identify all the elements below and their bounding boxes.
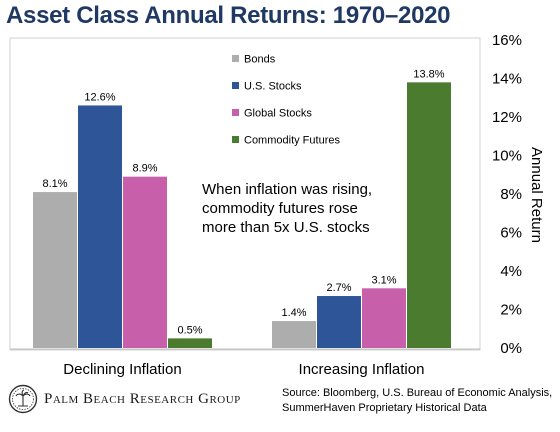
annotation-line: commodity futures rose	[202, 200, 358, 217]
y-tick-label: 10%	[492, 148, 522, 165]
bar-u-s-stocks	[78, 105, 122, 348]
y-tick-label: 8%	[500, 186, 522, 203]
legend-entry: Commodity Futures	[244, 135, 340, 147]
y-tick-label: 6%	[500, 225, 522, 242]
y-tick-label: 0%	[500, 340, 522, 357]
brand-name: Palm Beach Research Group	[44, 390, 241, 407]
seal-icon	[8, 384, 38, 414]
legend-swatch	[232, 109, 239, 116]
data-label: 1.4%	[281, 307, 306, 319]
category-label: Declining Inflation	[63, 361, 181, 378]
chart-title: Asset Class Annual Returns: 1970–2020	[6, 2, 451, 29]
bar-global-stocks	[362, 288, 406, 348]
legend-entry: Bonds	[244, 54, 276, 66]
data-label: 3.1%	[371, 274, 396, 286]
bar-commodity-futures	[168, 338, 212, 348]
bar-commodity-futures	[407, 82, 451, 348]
data-label: 12.6%	[84, 91, 115, 103]
y-tick-label: 12%	[492, 109, 522, 126]
annotation-line: more than 5x U.S. stocks	[202, 219, 370, 236]
bar-global-stocks	[123, 176, 167, 348]
source-note: Source: Bloomberg, U.S. Bureau of Econom…	[282, 386, 560, 416]
y-axis-label: Annual Return	[528, 147, 545, 243]
source-line: SummerHaven Proprietary Historical Data	[282, 402, 487, 414]
data-label: 13.8%	[413, 68, 444, 80]
legend-swatch	[232, 55, 239, 62]
data-label: 8.9%	[132, 163, 157, 175]
y-tick-label: 4%	[500, 263, 522, 280]
bar-bonds	[272, 321, 316, 348]
annotation-text: When inflation was rising, commodity fut…	[202, 180, 392, 237]
y-tick-label: 16%	[492, 32, 522, 49]
source-line: Source: Bloomberg, U.S. Bureau of Econom…	[282, 387, 553, 399]
legend-swatch	[232, 82, 239, 89]
y-tick-label: 14%	[492, 71, 522, 88]
plot-frame	[9, 37, 481, 351]
data-label: 2.7%	[326, 282, 351, 294]
brand-logo: Palm Beach Research Group	[8, 384, 241, 414]
legend-entry: U.S. Stocks	[244, 81, 302, 93]
annotation-line: When inflation was rising,	[202, 181, 373, 198]
category-label: Increasing Inflation	[299, 361, 425, 378]
y-tick-label: 2%	[500, 302, 522, 319]
bar-bonds	[33, 192, 77, 348]
legend-swatch	[232, 136, 239, 143]
data-label: 8.1%	[42, 178, 67, 190]
legend-entry: Global Stocks	[244, 108, 312, 120]
bar-u-s-stocks	[317, 296, 361, 348]
data-label: 0.5%	[177, 324, 202, 336]
